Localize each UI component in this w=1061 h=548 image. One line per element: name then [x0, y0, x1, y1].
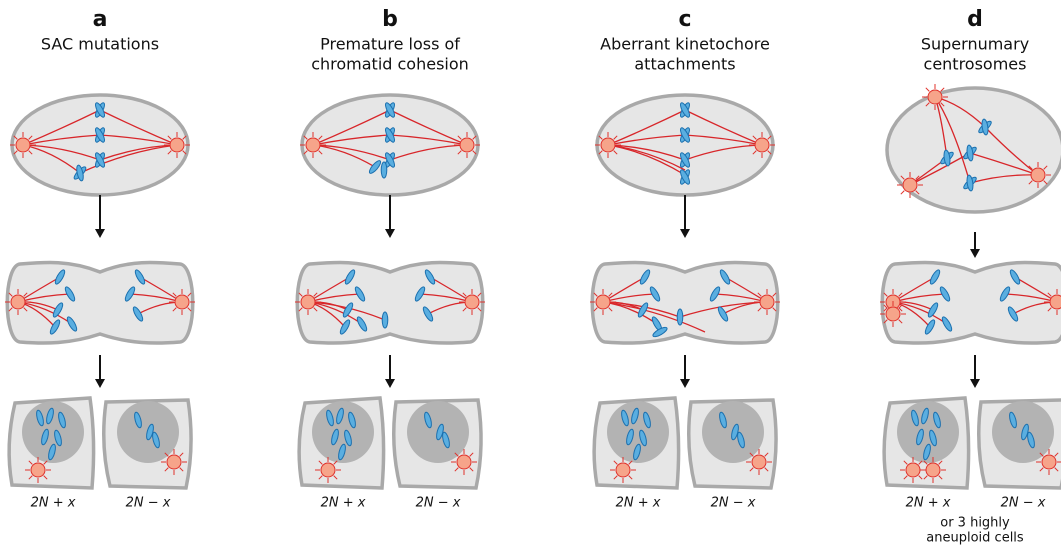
- centrosome: [460, 138, 474, 152]
- daughter-label: 2N − x: [416, 496, 461, 511]
- centrosome: [1042, 455, 1056, 469]
- arrow-head: [970, 249, 980, 258]
- centrosome: [306, 138, 320, 152]
- centrosome: [616, 463, 630, 477]
- panel-letter: c: [678, 7, 691, 32]
- centrosome: [465, 295, 479, 309]
- centrosome: [175, 295, 189, 309]
- arrow-head: [385, 379, 395, 388]
- note: or 3 highly: [940, 516, 1010, 531]
- panel-title: attachments: [634, 55, 735, 74]
- arrow-head: [385, 229, 395, 238]
- daughter-label: 2N − x: [126, 496, 171, 511]
- daughter-label: 2N − x: [1001, 496, 1046, 511]
- panel-title: centrosomes: [924, 55, 1027, 74]
- centrosome: [1031, 168, 1045, 182]
- centrosome: [886, 307, 900, 321]
- arrow-head: [680, 229, 690, 238]
- centrosome: [596, 295, 610, 309]
- note: aneuploid cells: [926, 531, 1024, 546]
- centrosome: [16, 138, 30, 152]
- centrosome: [31, 463, 45, 477]
- daughter-label: 2N + x: [31, 496, 76, 511]
- chromatid: [677, 309, 683, 325]
- centrosome: [321, 463, 335, 477]
- panel-letter: d: [967, 7, 983, 32]
- panel-title: Supernumary: [921, 35, 1029, 54]
- chromatid: [382, 312, 388, 328]
- centrosome-ray: [901, 191, 905, 195]
- panel-title: Premature loss of: [320, 35, 460, 54]
- arrow-head: [680, 379, 690, 388]
- panel-title: SAC mutations: [41, 35, 159, 54]
- chromatid: [381, 162, 387, 178]
- centrosome: [906, 463, 920, 477]
- panel-title: chromatid cohesion: [311, 55, 469, 74]
- centrosome: [170, 138, 184, 152]
- daughter-label: 2N + x: [616, 496, 661, 511]
- daughter-label: 2N − x: [711, 496, 756, 511]
- centrosome: [601, 138, 615, 152]
- centrosome: [926, 463, 940, 477]
- centrosome: [928, 90, 942, 104]
- daughter-label: 2N + x: [906, 496, 951, 511]
- panel-letter: a: [93, 7, 108, 32]
- daughter-label: 2N + x: [321, 496, 366, 511]
- centrosome-ray: [926, 88, 930, 92]
- centrosome: [11, 295, 25, 309]
- centrosome: [760, 295, 774, 309]
- figure: a SAC mutations 2N + x 2N − x b Premature los…: [0, 0, 1061, 548]
- centrosome: [903, 178, 917, 192]
- centrosome: [301, 295, 315, 309]
- arrow-head: [95, 379, 105, 388]
- panel-letter: b: [382, 7, 398, 32]
- centrosome: [755, 138, 769, 152]
- centrosome: [457, 455, 471, 469]
- arrow-head: [95, 229, 105, 238]
- arrow-head: [970, 379, 980, 388]
- panel-title: Aberrant kinetochore: [600, 35, 770, 54]
- centrosome: [1050, 295, 1061, 309]
- centrosome: [167, 455, 181, 469]
- centrosome: [752, 455, 766, 469]
